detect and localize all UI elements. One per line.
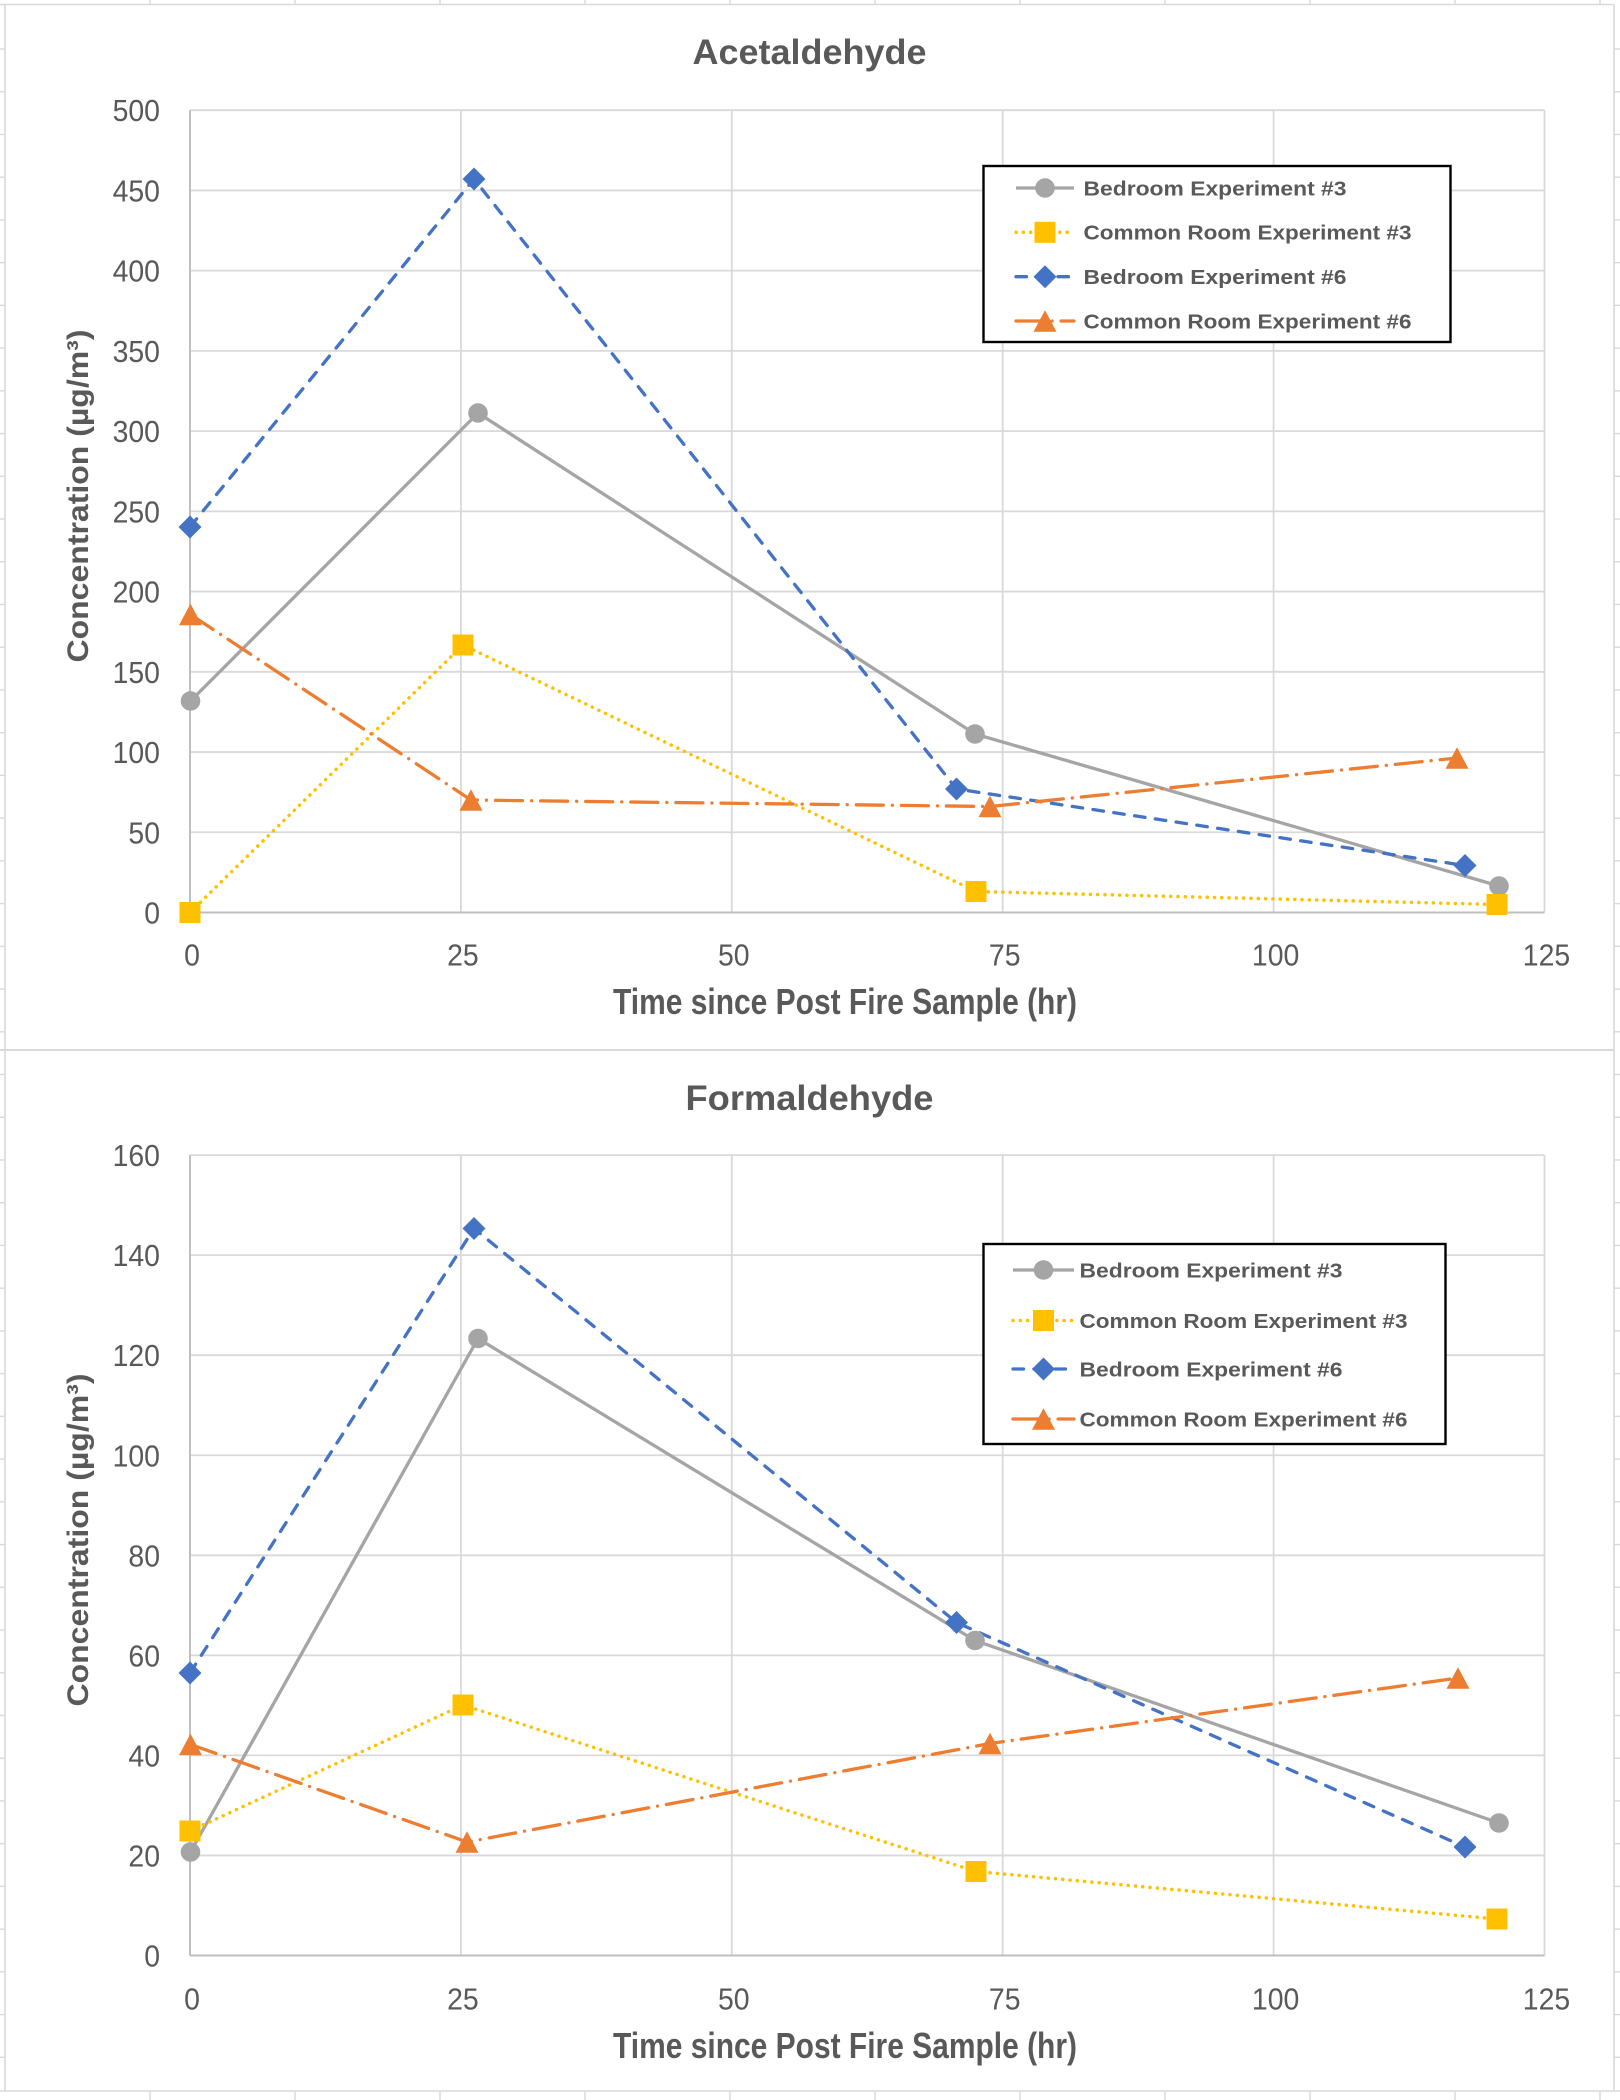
svg-text:400: 400	[113, 254, 160, 289]
svg-text:20: 20	[128, 1838, 160, 1873]
svg-text:100: 100	[113, 735, 160, 770]
svg-text:350: 350	[113, 334, 160, 369]
svg-text:Bedroom Experiment #6: Bedroom Experiment #6	[1080, 1358, 1343, 1381]
svg-text:Bedroom Experiment #3: Bedroom Experiment #3	[1080, 1259, 1343, 1282]
svg-text:Concentration (µg/m³): Concentration (µg/m³)	[62, 1374, 95, 1707]
svg-text:Bedroom Experiment #6: Bedroom Experiment #6	[1084, 266, 1347, 289]
svg-text:50: 50	[718, 1982, 750, 2017]
svg-text:0: 0	[144, 896, 160, 931]
svg-text:0: 0	[184, 938, 200, 973]
svg-text:60: 60	[128, 1638, 160, 1673]
svg-text:500: 500	[113, 93, 160, 128]
svg-text:120: 120	[113, 1338, 160, 1373]
svg-text:450: 450	[113, 173, 160, 208]
svg-text:140: 140	[113, 1238, 160, 1273]
svg-text:50: 50	[718, 938, 750, 973]
svg-text:Common Room Experiment #6: Common Room Experiment #6	[1084, 310, 1412, 333]
svg-text:160: 160	[113, 1138, 160, 1173]
svg-text:25: 25	[447, 938, 479, 973]
svg-text:0: 0	[144, 1939, 160, 1974]
svg-text:100: 100	[1252, 938, 1299, 973]
svg-text:Acetaldehyde: Acetaldehyde	[693, 33, 927, 72]
svg-text:125: 125	[1523, 1982, 1570, 2017]
svg-text:75: 75	[989, 1982, 1021, 2017]
svg-text:Concentration (µg/m³): Concentration (µg/m³)	[62, 330, 95, 663]
svg-text:25: 25	[447, 1982, 479, 2017]
svg-text:80: 80	[128, 1538, 160, 1573]
svg-text:Common Room Experiment #6: Common Room Experiment #6	[1080, 1408, 1408, 1431]
svg-text:40: 40	[128, 1738, 160, 1773]
svg-text:Time since Post Fire Sample (h: Time since Post Fire Sample (hr)	[613, 981, 1077, 1022]
svg-text:Common Room Experiment #3: Common Room Experiment #3	[1080, 1310, 1408, 1333]
svg-text:Common Room Experiment #3: Common Room Experiment #3	[1084, 222, 1412, 245]
svg-text:300: 300	[113, 414, 160, 449]
svg-text:0: 0	[184, 1982, 200, 2017]
svg-text:50: 50	[128, 815, 160, 850]
svg-text:125: 125	[1523, 938, 1570, 973]
svg-text:75: 75	[989, 938, 1021, 973]
svg-text:Formaldehyde: Formaldehyde	[686, 1079, 934, 1118]
svg-text:200: 200	[113, 575, 160, 610]
svg-text:100: 100	[1252, 1982, 1299, 2017]
svg-text:Time since Post Fire Sample (h: Time since Post Fire Sample (hr)	[613, 2025, 1077, 2066]
svg-text:250: 250	[113, 494, 160, 529]
svg-text:150: 150	[113, 655, 160, 690]
svg-text:100: 100	[113, 1438, 160, 1473]
svg-text:Bedroom Experiment #3: Bedroom Experiment #3	[1084, 177, 1347, 200]
